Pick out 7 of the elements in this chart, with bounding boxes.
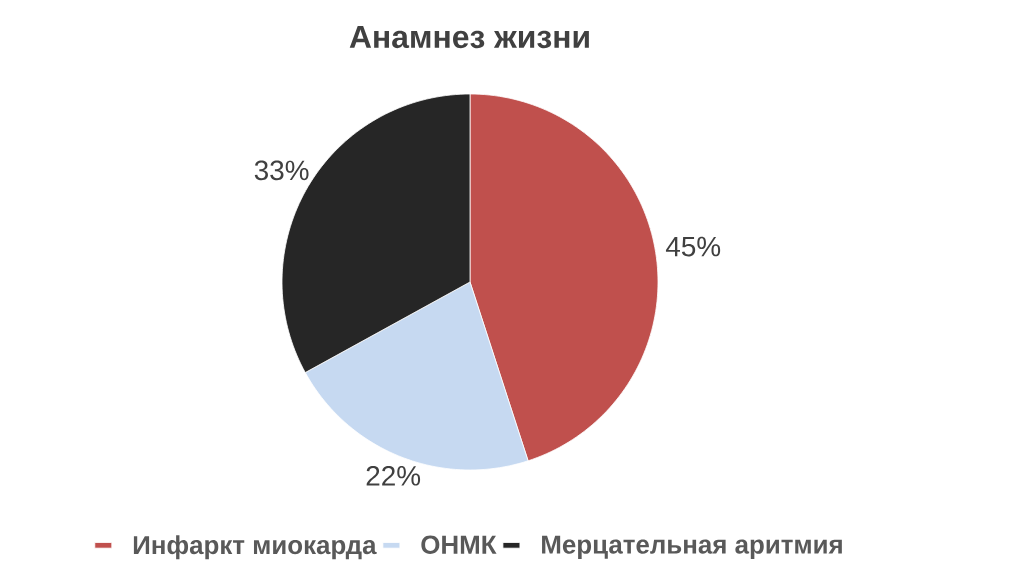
- legend-label: Инфаркт миокарда: [133, 535, 377, 560]
- data-label: 45%: [665, 236, 721, 257]
- chart-title: Анамнез жизни: [349, 25, 589, 49]
- data-label: 33%: [254, 160, 309, 181]
- legend-label: ОНМК: [421, 535, 497, 554]
- legend-label: Мерцательная аритмия: [542, 535, 842, 559]
- data-label: 22%: [366, 466, 421, 486]
